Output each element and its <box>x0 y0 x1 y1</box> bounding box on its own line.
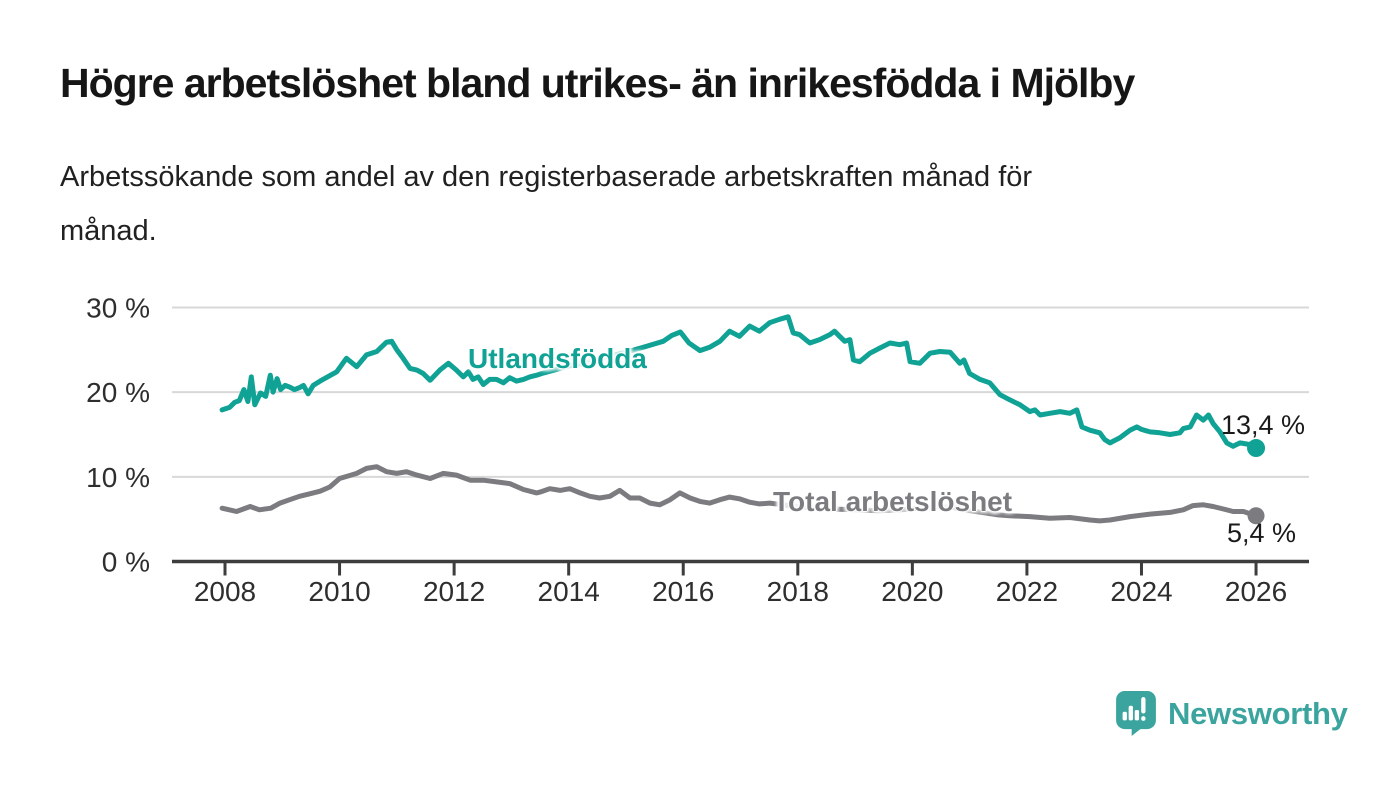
logo-bar-3 <box>1134 710 1140 721</box>
series-label-utlandsfodda: Utlandsfödda <box>468 343 647 374</box>
chart-title: Högre arbetslöshet bland utrikes- än inr… <box>60 60 1135 106</box>
x-tick-label-2024: 2024 <box>1110 576 1172 607</box>
newsworthy-logo-icon <box>1116 691 1156 736</box>
chart-subtitle: Arbetssökande som andel av den registerb… <box>60 150 1260 258</box>
logo-exclamation-bar <box>1141 697 1146 714</box>
x-tick-label-2018: 2018 <box>767 576 829 607</box>
x-tick-label-2014: 2014 <box>538 576 600 607</box>
x-tick-label-2012: 2012 <box>423 576 485 607</box>
x-tick-label-2008: 2008 <box>194 576 256 607</box>
x-tick-label-2016: 2016 <box>652 576 714 607</box>
logo-exclamation-dot <box>1141 716 1146 721</box>
x-tick-label-2022: 2022 <box>996 576 1058 607</box>
chart-subtitle-line1: Arbetssökande som andel av den registerb… <box>60 161 1033 193</box>
end-dot-total-arbetsloshet <box>1247 507 1265 525</box>
y-axis-label-10: 10 % <box>86 462 150 493</box>
x-tick-label-2010: 2010 <box>308 576 370 607</box>
end-value-label-utlandsfodda: 13,4 % <box>1221 410 1306 440</box>
series-line-total-arbetsloshet <box>219 464 1259 524</box>
y-axis-label-0: 0 % <box>102 547 150 578</box>
chart-subtitle-line2: månad. <box>60 215 157 247</box>
x-tick-label-2026: 2026 <box>1225 576 1287 607</box>
newsworthy-logo-text: Newsworthy <box>1168 695 1348 731</box>
logo-bar-1 <box>1122 711 1127 721</box>
newsworthy-logo: Newsworthy <box>1116 691 1348 736</box>
series-label-total-arbetsloshet: Total arbetslöshet <box>773 486 1013 517</box>
end-dot-utlandsfodda <box>1247 439 1266 458</box>
end-value-label-total-arbetsloshet: 5,4 % <box>1227 518 1297 548</box>
x-tick-label-2020: 2020 <box>881 576 943 607</box>
logo-bar-2 <box>1128 705 1133 721</box>
y-axis-label-30: 30 % <box>86 292 150 323</box>
series-line-utlandsfodda <box>219 314 1259 451</box>
y-axis-label-20: 20 % <box>86 377 150 408</box>
